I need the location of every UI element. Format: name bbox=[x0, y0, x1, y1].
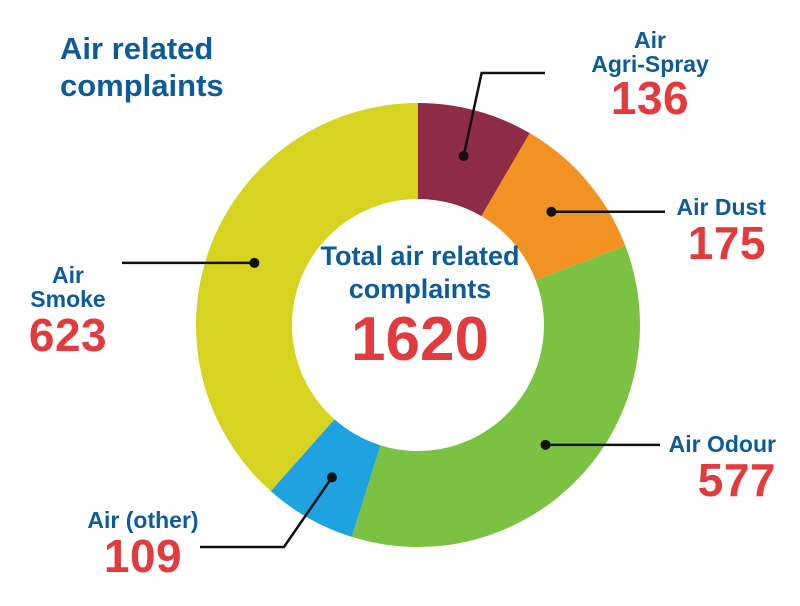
label-dust: Air Dust 175 bbox=[670, 194, 766, 270]
center-total: 1620 bbox=[351, 304, 489, 374]
leader-dot-agri-spray bbox=[458, 151, 469, 162]
label-odour-name: Air Odour bbox=[668, 431, 776, 457]
label-smoke: Air Smoke 623 bbox=[18, 263, 118, 360]
leader-dot-smoke bbox=[249, 257, 260, 268]
leader-line-agri-spray bbox=[462, 71, 545, 157]
label-dust-name: Air Dust bbox=[676, 194, 766, 220]
center-label: Total air related complaints bbox=[320, 241, 520, 304]
leader-dot-other bbox=[326, 472, 337, 483]
label-smoke-value: 623 bbox=[28, 309, 108, 362]
label-smoke-name: Air Smoke bbox=[30, 262, 106, 313]
label-agri-spray-value: 136 bbox=[610, 72, 690, 125]
slice-dust bbox=[481, 133, 626, 281]
label-other: Air (other) 109 bbox=[78, 507, 208, 583]
chart-title: Air related complaints bbox=[60, 31, 224, 104]
label-other-value: 109 bbox=[103, 530, 183, 583]
label-odour: Air Odour 577 bbox=[650, 431, 776, 507]
label-agri-spray: Air Agri-Spray 136 bbox=[590, 28, 710, 123]
label-agri-spray-name: Air Agri-Spray bbox=[591, 27, 709, 78]
slice-agri-spray bbox=[418, 103, 530, 217]
label-dust-value: 175 bbox=[687, 217, 766, 270]
slice-other bbox=[270, 419, 381, 537]
label-other-name: Air (other) bbox=[87, 507, 199, 533]
leader-dot-odour bbox=[540, 439, 551, 450]
label-odour-value: 577 bbox=[697, 454, 776, 507]
center-summary: Total air related complaints 1620 bbox=[300, 240, 540, 374]
slice-smoke bbox=[196, 103, 418, 492]
leader-dot-dust bbox=[546, 206, 557, 217]
slice-odour bbox=[351, 245, 640, 547]
leader-line-other bbox=[200, 476, 334, 549]
